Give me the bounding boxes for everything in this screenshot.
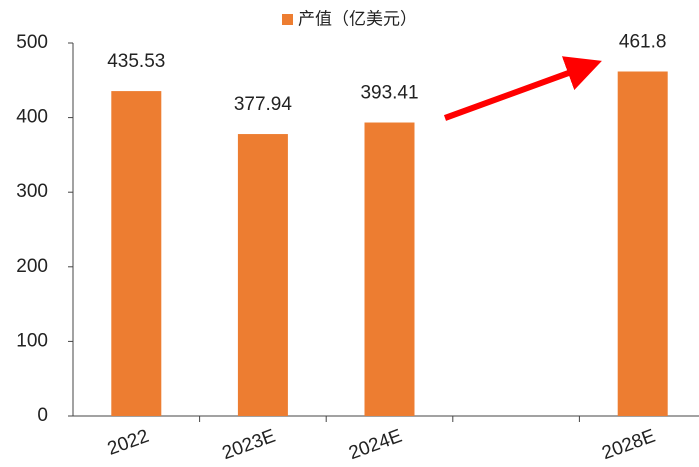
- y-tick-label: 200: [16, 256, 48, 277]
- data-label: 461.8: [619, 32, 667, 53]
- x-tick-label: 2023E: [220, 426, 279, 465]
- data-label: 435.53: [107, 51, 165, 72]
- x-tick-label: 2028E: [599, 426, 658, 465]
- data-label: 377.94: [234, 94, 293, 115]
- y-tick-label: 100: [16, 330, 48, 351]
- y-tick-label: 0: [37, 405, 48, 426]
- legend-swatch: [282, 14, 293, 25]
- bar: [111, 91, 162, 417]
- data-label: 393.41: [360, 83, 418, 104]
- bar: [364, 122, 415, 416]
- x-tick-label: 2024E: [346, 426, 405, 465]
- y-tick-label: 300: [16, 181, 48, 202]
- x-tick-label: 2022: [105, 426, 152, 460]
- legend-label: 产值（亿美元）: [298, 9, 417, 28]
- y-tick-label: 500: [16, 32, 48, 53]
- trend-arrow: [443, 56, 602, 121]
- y-tick-label: 400: [16, 107, 48, 128]
- bar: [617, 71, 668, 417]
- bar: [237, 134, 288, 416]
